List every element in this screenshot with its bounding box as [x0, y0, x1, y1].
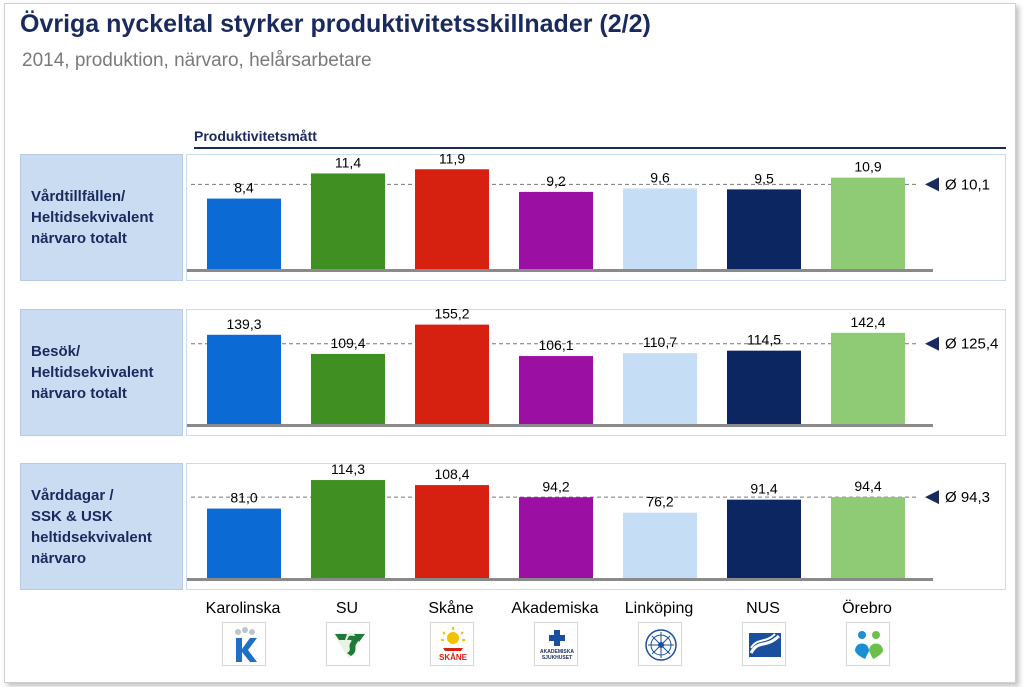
panel-label-box: Besök/ Heltidsekvivalent närvaro totalt [20, 309, 183, 436]
bar-linkoping [623, 188, 697, 269]
bar-chart-besok: 139,3 109,4 155,2 106,1 110,7 114,5 142,4 Ø 125… [187, 306, 998, 427]
orebro-logo [846, 622, 890, 666]
clinic-name-orebro: Örebro [842, 600, 892, 617]
section-rule [194, 147, 1006, 149]
average-marker-icon [925, 336, 939, 351]
nus-logo [742, 622, 786, 666]
value-label-nus: 114,5 [747, 332, 781, 348]
value-label-linkoping: 110,7 [643, 334, 677, 350]
metric-label: Besök/ Heltidsekvivalent närvaro totalt [31, 343, 154, 402]
value-label-skane: 108,4 [434, 466, 469, 482]
x-axis [187, 269, 933, 272]
bar-linkoping [623, 353, 697, 424]
page-title: Övriga nyckeltal styrker produktivitetss… [20, 10, 651, 38]
x-axis [187, 424, 933, 427]
value-label-linkoping: 76,2 [646, 494, 673, 510]
clinic-name-nus: NUS [746, 600, 780, 617]
value-label-orebro: 10,9 [854, 159, 881, 175]
value-label-skane: 11,9 [439, 150, 465, 166]
bar-chart-varddagar: 81,0 114,3 108,4 94,2 76,2 91,4 94,4 Ø 94,3 [187, 461, 990, 581]
value-label-skane: 155,2 [434, 306, 469, 322]
bar-orebro [831, 497, 905, 578]
akademiska-logo: AKADEMISKA SJUKHUSET [534, 622, 578, 666]
metric-label: Vårddagar / SSK & USK heltidsekvivalent … [31, 487, 152, 567]
bar-karolinska [207, 198, 281, 269]
value-label-nus: 9,5 [754, 170, 774, 186]
bar-linkoping [623, 512, 697, 578]
karolinska-logo [222, 622, 266, 666]
clinic-name-skane: Skåne [428, 600, 474, 617]
value-label-karolinska: 139,3 [226, 316, 261, 332]
value-label-nus: 91,4 [750, 481, 777, 497]
value-label-su: 109,4 [330, 335, 365, 351]
bar-nus [727, 350, 801, 424]
bar-chart-vardtillfallen: 8,4 11,4 11,9 9,2 9,6 9,5 10,9 Ø 10,1 [187, 150, 990, 272]
bar-su [311, 480, 385, 578]
su-logo [326, 622, 370, 666]
skane-logo: SKÅNE [430, 622, 474, 666]
value-label-su: 114,3 [331, 461, 365, 477]
value-label-su: 11,4 [335, 154, 361, 170]
plot-area: 139,3 109,4 155,2 106,1 110,7 114,5 142,4 Ø 125… [186, 306, 1006, 436]
average-marker-icon [925, 490, 939, 505]
chart-panel-vardtillfallen: Vårdtillfällen/ Heltidsekvivalent närvar… [20, 150, 1014, 281]
metric-label: Vårdtillfällen/ Heltidsekvivalent närvar… [31, 188, 154, 247]
bar-su [311, 353, 385, 424]
value-label-akademiska: 9,2 [546, 173, 566, 189]
bar-akademiska [519, 356, 593, 424]
average-label: Ø 10,1 [945, 176, 990, 193]
bar-akademiska [519, 497, 593, 578]
linkoping-logo [638, 622, 682, 666]
chart-panel-varddagar: Vårddagar / SSK & USK heltidsekvivalent … [20, 461, 1014, 590]
akademiska-logo-text: AKADEMISKA SJUKHUSET [540, 649, 574, 661]
value-label-linkoping: 9,6 [650, 170, 670, 186]
value-label-karolinska: 81,0 [230, 490, 257, 506]
value-label-orebro: 94,4 [854, 478, 881, 494]
skane-logo-text: SKÅNE [439, 653, 468, 662]
chart-panel-besok: Besök/ Heltidsekvivalent närvaro totalt … [20, 306, 1014, 436]
bar-akademiska [519, 191, 593, 269]
x-axis [187, 578, 933, 581]
plot-area: 81,0 114,3 108,4 94,2 76,2 91,4 94,4 Ø 94,3 [186, 461, 1006, 590]
plot-area: 8,4 11,4 11,9 9,2 9,6 9,5 10,9 Ø 10,1 [186, 150, 1006, 281]
bar-karolinska [207, 334, 281, 424]
clinic-name-karolinska: Karolinska [205, 600, 281, 617]
bar-karolinska [207, 508, 281, 578]
page-subtitle: 2014, produktion, närvaro, helårsarbetar… [22, 50, 372, 71]
bar-orebro [831, 332, 905, 424]
average-label: Ø 94,3 [945, 489, 990, 506]
bar-orebro [831, 177, 905, 269]
value-label-karolinska: 8,4 [234, 180, 254, 196]
value-label-orebro: 142,4 [850, 314, 885, 330]
average-label: Ø 125,4 [945, 336, 998, 353]
bar-skane [415, 324, 489, 424]
bar-nus [727, 189, 801, 269]
panel-label-box: Vårddagar / SSK & USK heltidsekvivalent … [20, 463, 183, 590]
bar-skane [415, 169, 489, 269]
value-label-akademiska: 106,1 [538, 337, 573, 353]
average-marker-icon [925, 177, 939, 192]
bar-skane [415, 485, 489, 578]
bar-su [311, 173, 385, 269]
clinic-name-linkoping: Linköping [624, 600, 694, 617]
panel-label-box: Vårdtillfällen/ Heltidsekvivalent närvar… [20, 154, 183, 281]
clinic-name-akademiska: Akademiska [511, 600, 599, 617]
section-header: Produktivitetsmått [194, 128, 317, 144]
bar-nus [727, 499, 801, 578]
clinic-name-su: SU [335, 600, 359, 617]
value-label-akademiska: 94,2 [542, 478, 569, 494]
